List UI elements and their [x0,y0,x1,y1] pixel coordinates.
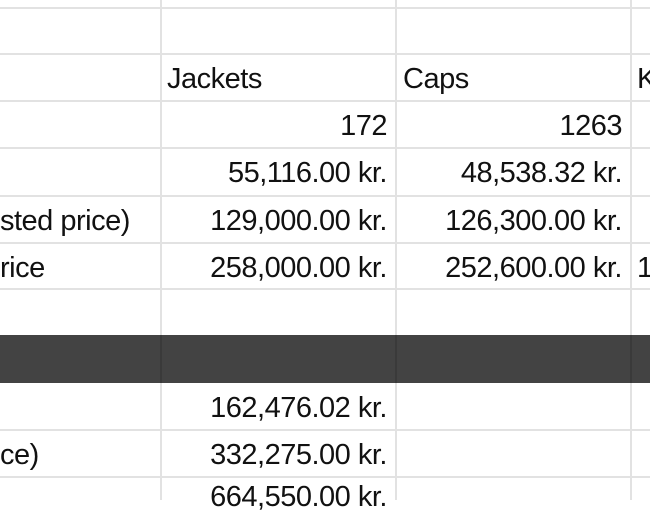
cell-row3-jackets[interactable]: 258,000.00 kr. [210,252,387,284]
row3-label[interactable]: rice [0,252,45,284]
cell-row2-jackets[interactable]: 129,000.00 kr. [210,205,387,237]
dark-separator-row[interactable] [0,335,650,383]
cell-row3-partial[interactable]: 1 [637,252,650,284]
cell-row0-caps[interactable]: 1263 [559,110,622,142]
summary-row0-jackets[interactable]: 162,476.02 kr. [210,392,387,424]
summary-row2-jackets[interactable]: 664,550.00 kr. [210,481,387,513]
column-divider [160,0,162,500]
column-divider [160,335,162,383]
column-divider [395,0,397,500]
row-divider [0,476,650,478]
row-divider [0,242,650,244]
row-divider [0,53,650,55]
summary-row1-label[interactable]: ce) [0,439,39,471]
cell-row1-caps[interactable]: 48,538.32 kr. [460,157,622,189]
row-divider [0,147,650,149]
row-divider [0,100,650,102]
column-divider [630,0,632,500]
cell-row2-caps[interactable]: 126,300.00 kr. [445,205,622,237]
cell-row0-jackets[interactable]: 172 [340,110,387,142]
header-cell-partial[interactable]: K [637,63,650,95]
summary-row1-jackets[interactable]: 332,275.00 kr. [210,439,387,471]
cell-row3-caps[interactable]: 252,600.00 kr. [445,252,622,284]
column-divider [395,335,397,383]
row-divider [0,429,650,431]
row-divider [0,195,650,197]
cell-row1-jackets[interactable]: 55,116.00 kr. [227,157,387,189]
header-cell-caps[interactable]: Caps [403,63,469,95]
row-divider [0,7,650,9]
header-cell-jackets[interactable]: Jackets [167,63,262,95]
column-divider [630,335,632,383]
row-divider [0,288,650,290]
row2-label[interactable]: sted price) [0,205,130,237]
